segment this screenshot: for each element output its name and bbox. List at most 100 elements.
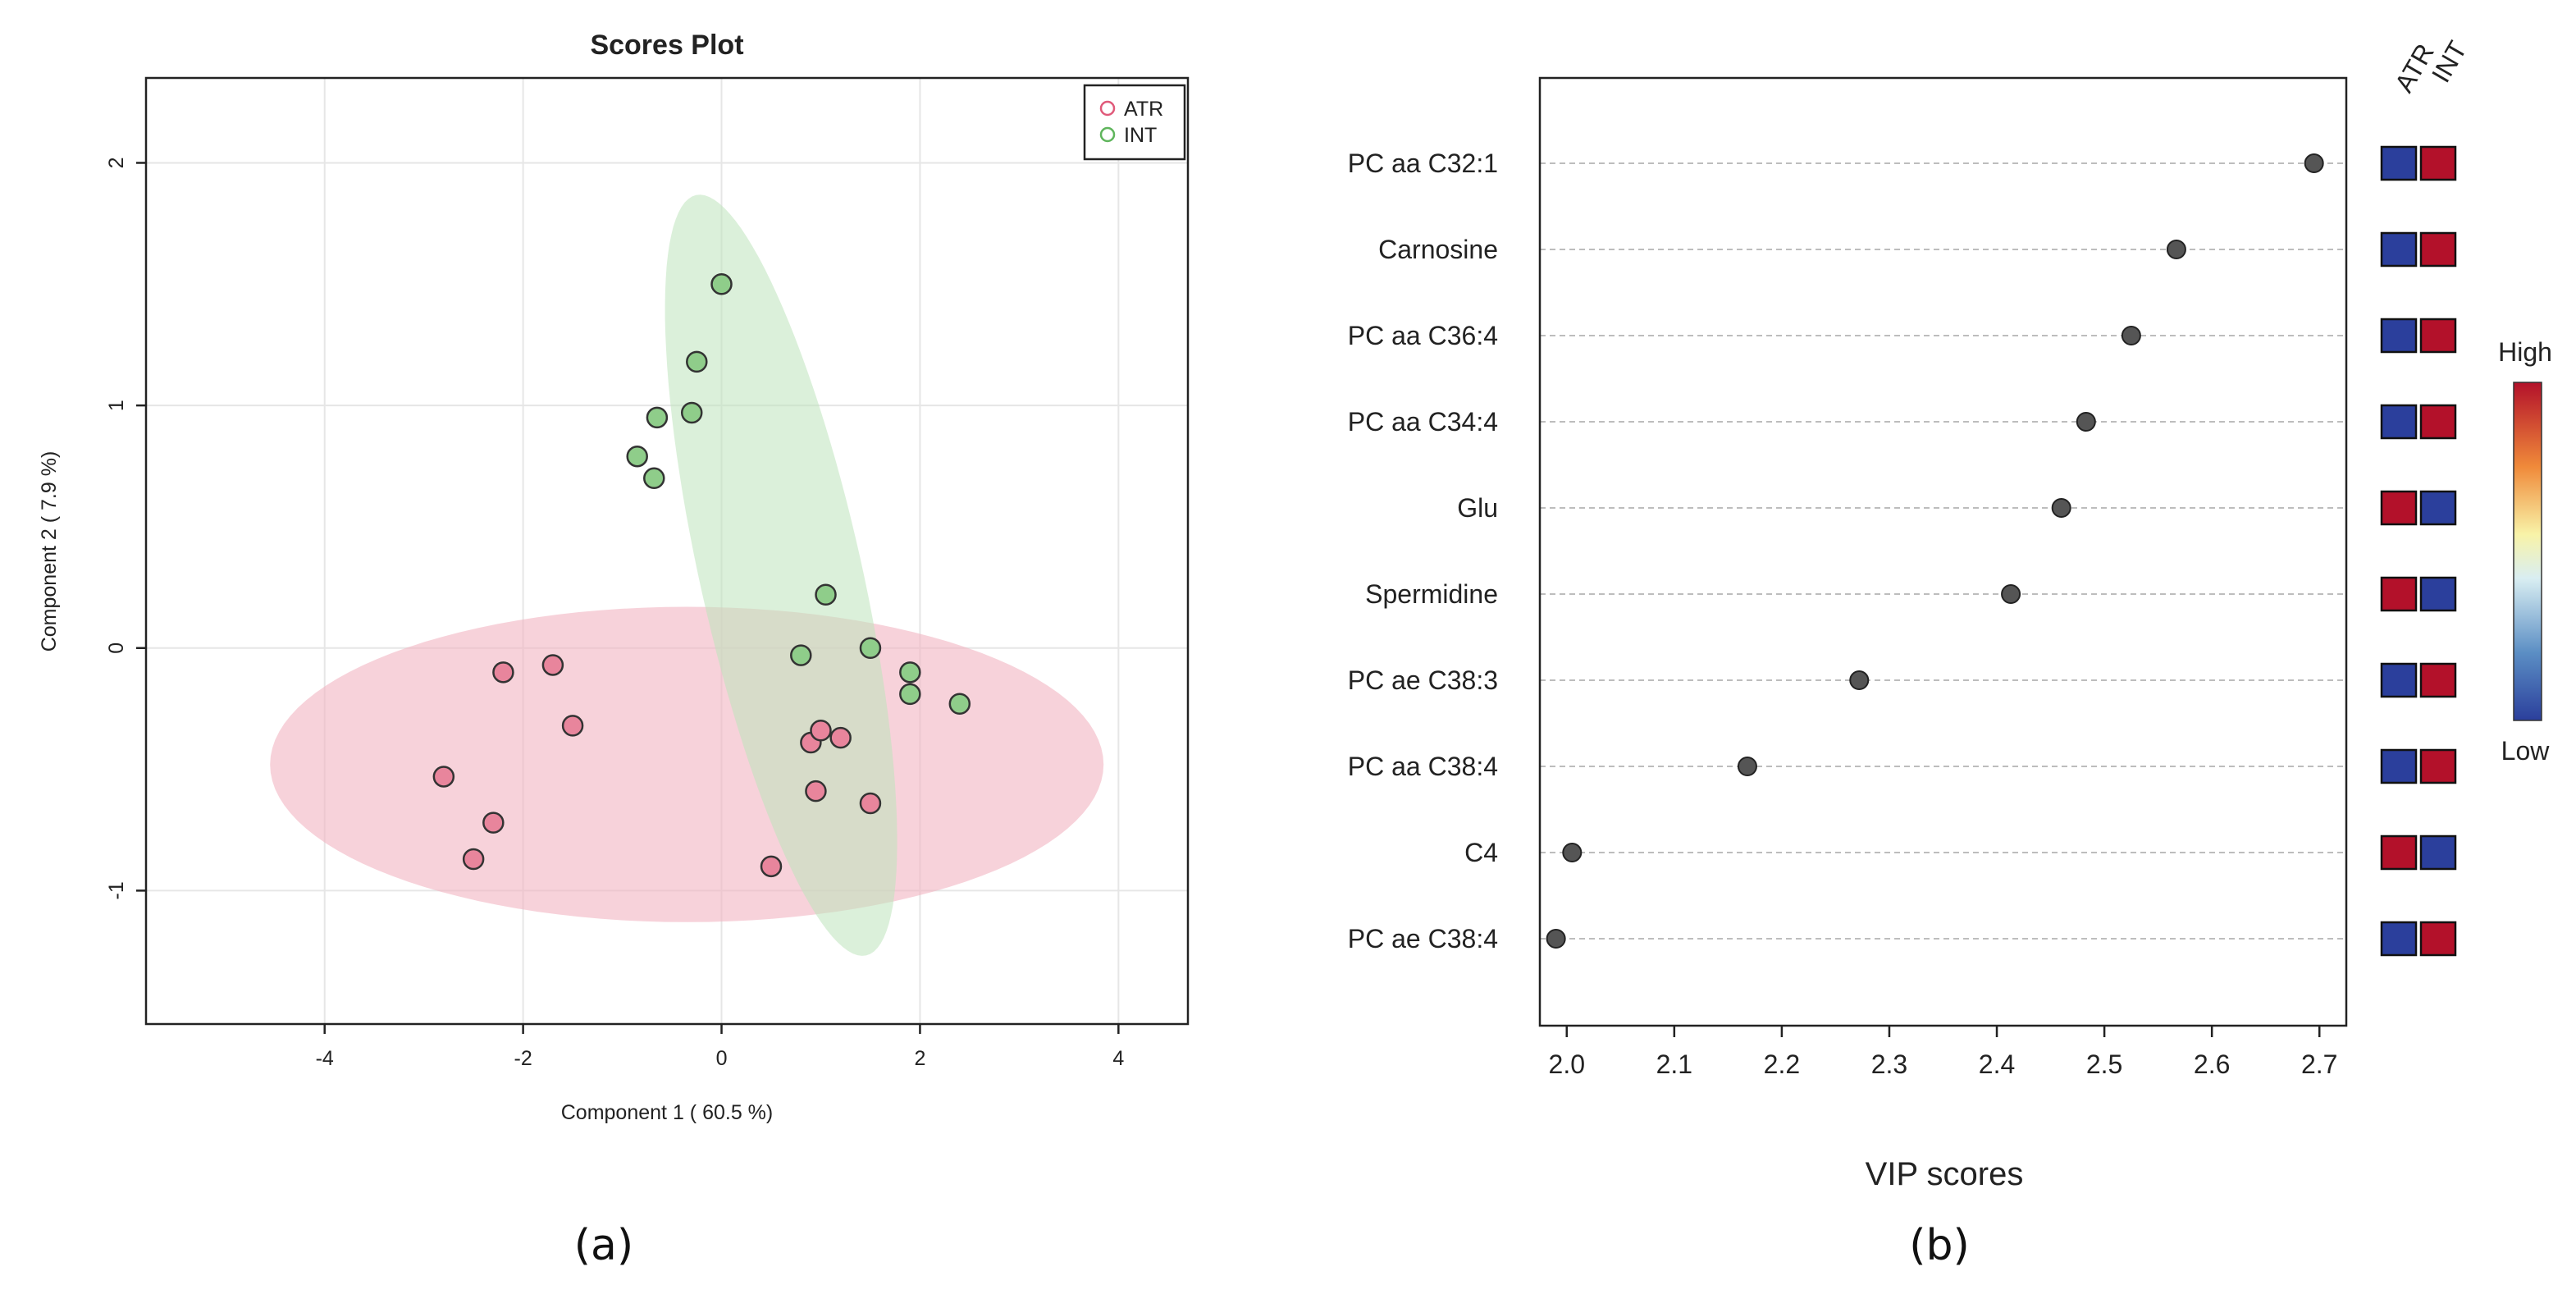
vip-x-tick-label: 2.7 xyxy=(2301,1049,2337,1079)
atr-point xyxy=(492,661,514,684)
vip-point xyxy=(1737,757,1757,776)
int-point xyxy=(643,467,665,490)
int-point xyxy=(680,401,703,424)
scores-plot-y-label: Component 2 ( 7.9 %) xyxy=(38,451,61,652)
vip-point xyxy=(1546,929,1566,949)
int-point xyxy=(646,406,669,429)
atr-point xyxy=(829,726,852,749)
int-point xyxy=(626,445,648,468)
feature-label: C4 xyxy=(1464,838,1498,867)
feature-label: PC aa C38:4 xyxy=(1348,752,1498,781)
atr-point xyxy=(805,780,827,802)
scores-plot-panel: Scores Plot -4 -2 0 2 4 -1 0 1 2 Component 1 ( … xyxy=(38,30,1190,1124)
feature-label: Glu xyxy=(1457,493,1498,523)
x-tick-label: 4 xyxy=(1112,1047,1124,1070)
y-tick-label: 2 xyxy=(105,158,128,169)
int-confidence-ellipse xyxy=(665,194,897,956)
atr-confidence-ellipse xyxy=(270,606,1104,922)
legend-int-label: INT xyxy=(1124,124,1157,147)
heat-cell-atr xyxy=(2380,145,2418,181)
y-tick-label: -1 xyxy=(105,881,128,899)
scores-plot-ellipses xyxy=(270,194,1104,956)
atr-point xyxy=(760,855,783,878)
scores-plot-frame xyxy=(144,76,1190,1026)
legend-box xyxy=(1083,84,1186,161)
x-tick-label: -4 xyxy=(316,1047,334,1070)
legend-atr-label: ATR xyxy=(1124,98,1163,121)
y-tick-label: 0 xyxy=(105,642,128,654)
heat-cell-atr xyxy=(2380,748,2418,784)
x-tick-label: 2 xyxy=(914,1047,925,1070)
int-point xyxy=(899,661,921,684)
atr-point xyxy=(482,812,505,834)
vip-point xyxy=(1562,843,1583,862)
caption-b: (b) xyxy=(1909,1221,1970,1270)
int-point xyxy=(815,583,837,606)
vip-point xyxy=(2304,153,2324,173)
feature-label: PC aa C34:4 xyxy=(1348,407,1498,437)
feature-label: PC aa C32:1 xyxy=(1348,149,1498,178)
y-tick-label: 1 xyxy=(105,400,128,411)
color-scale-high-label: High xyxy=(2498,337,2552,367)
heat-cell-int xyxy=(2419,662,2457,698)
vip-x-tick-label: 2.6 xyxy=(2194,1049,2230,1079)
heat-cell-atr xyxy=(2380,318,2418,354)
heat-cell-int xyxy=(2419,318,2457,354)
scores-plot-title: Scores Plot xyxy=(590,30,743,61)
heat-cell-atr xyxy=(2380,834,2418,871)
heat-cell-atr xyxy=(2380,231,2418,267)
heat-cell-atr xyxy=(2380,921,2418,957)
scores-plot-x-ticks: -4 -2 0 2 4 xyxy=(316,1024,1124,1070)
heat-cell-atr xyxy=(2380,404,2418,440)
atr-point xyxy=(541,654,564,676)
heat-cell-int xyxy=(2419,834,2457,871)
heatmap-header-int: INT xyxy=(2426,36,2473,88)
heat-cell-atr xyxy=(2380,576,2418,612)
heat-cell-int xyxy=(2419,231,2457,267)
int-point xyxy=(899,683,921,706)
vip-x-tick-label: 2.0 xyxy=(1549,1049,1585,1079)
color-scale: High Low xyxy=(2498,337,2552,766)
scores-plot-points xyxy=(432,273,971,878)
feature-label: Carnosine xyxy=(1378,235,1498,264)
legend-atr-marker xyxy=(1099,100,1116,117)
vip-x-tick-label: 2.1 xyxy=(1656,1049,1692,1079)
x-tick-label: 0 xyxy=(716,1047,728,1070)
scores-plot-x-label: Component 1 ( 60.5 %) xyxy=(561,1101,773,1124)
vip-x-label: VIP scores xyxy=(1866,1156,2024,1192)
heat-cell-atr xyxy=(2380,490,2418,526)
atr-point xyxy=(561,715,584,737)
atr-point xyxy=(462,848,485,871)
vip-x-ticks: 2.0 2.1 2.2 2.3 2.4 2.5 2.6 2.7 xyxy=(1549,1026,2337,1079)
heat-cell-int xyxy=(2419,404,2457,440)
vip-point xyxy=(2076,412,2096,432)
heat-cell-atr xyxy=(2380,662,2418,698)
feature-label: PC ae C38:4 xyxy=(1348,924,1498,953)
vip-point xyxy=(2121,326,2141,345)
int-point xyxy=(790,644,812,666)
x-tick-label: -2 xyxy=(514,1047,532,1070)
vip-point xyxy=(2001,584,2021,604)
color-scale-low-label: Low xyxy=(2501,736,2551,766)
heat-cell-int xyxy=(2419,576,2457,612)
feature-label: PC ae C38:3 xyxy=(1348,665,1498,695)
feature-label: Spermidine xyxy=(1365,579,1498,609)
vip-heatmap xyxy=(2380,145,2457,957)
vip-plot-panel: PC aa C32:1 Carnosine PC aa C36:4 PC aa C34… xyxy=(1348,36,2552,1192)
scores-plot-y-ticks: -1 0 1 2 xyxy=(105,158,146,900)
heatmap-column-headers: ATR INT xyxy=(2389,36,2473,98)
vip-x-tick-label: 2.2 xyxy=(1764,1049,1800,1079)
vip-rows: PC aa C32:1 Carnosine PC aa C36:4 PC aa C34… xyxy=(1348,149,2346,953)
vip-plot-frame xyxy=(1538,76,2348,1027)
int-point xyxy=(948,693,971,716)
atr-point xyxy=(432,766,455,788)
vip-x-tick-label: 2.4 xyxy=(1979,1049,2015,1079)
int-point xyxy=(710,273,733,295)
color-scale-bar xyxy=(2513,382,2542,721)
heat-cell-int xyxy=(2419,748,2457,784)
vip-x-tick-label: 2.5 xyxy=(2086,1049,2122,1079)
caption-a: (a) xyxy=(574,1221,633,1270)
atr-point xyxy=(859,792,882,815)
heat-cell-int xyxy=(2419,145,2457,181)
